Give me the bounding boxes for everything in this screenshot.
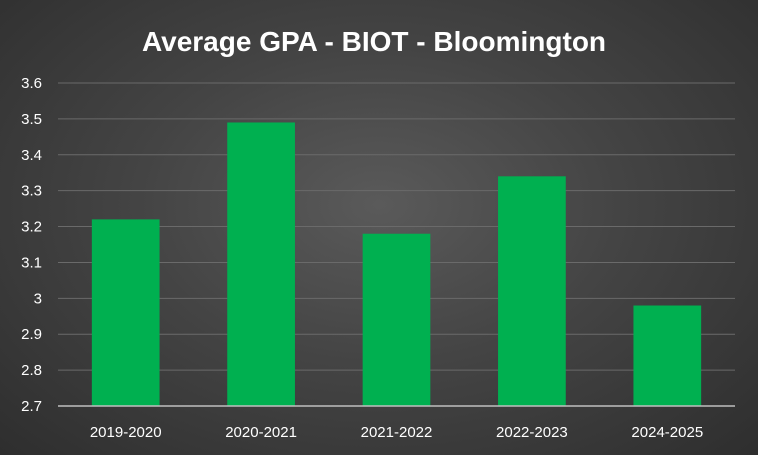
y-tick-label: 3.4 bbox=[21, 147, 42, 164]
x-tick-label: 2019-2020 bbox=[90, 424, 162, 441]
x-tick-label: 2024-2025 bbox=[631, 424, 703, 441]
y-tick-label: 3.1 bbox=[21, 254, 42, 271]
bar-2019-2020 bbox=[91, 219, 160, 406]
y-tick-label: 3.6 bbox=[21, 75, 42, 92]
y-tick-label: 2.8 bbox=[21, 362, 42, 379]
bar-2020-2021 bbox=[227, 122, 295, 406]
chart-title: Average GPA - BIOT - Bloomington bbox=[142, 26, 606, 57]
x-tick-label: 2021-2022 bbox=[361, 424, 433, 441]
y-tick-label: 3.3 bbox=[21, 183, 42, 200]
bar-2021-2022 bbox=[362, 233, 431, 406]
x-tick-label: 2022-2023 bbox=[496, 424, 568, 441]
bars bbox=[91, 122, 702, 406]
y-tick-label: 2.7 bbox=[21, 398, 42, 415]
y-axis-tick-labels: 2.7 2.8 2.9 3 3.1 3.2 3.3 3.4 3.5 3.6 bbox=[21, 75, 42, 415]
y-tick-label: 3 bbox=[34, 290, 42, 307]
y-tick-label: 2.9 bbox=[21, 326, 42, 343]
gridlines bbox=[58, 82, 735, 371]
bar-2022-2023 bbox=[498, 176, 566, 406]
x-axis-tick-labels: 2019-2020 2020-2021 2021-2022 2022-2023 2024… bbox=[90, 424, 703, 441]
x-tick-label: 2020-2021 bbox=[225, 424, 297, 441]
y-tick-label: 3.5 bbox=[21, 111, 42, 128]
bar-2024-2025 bbox=[633, 305, 702, 406]
y-tick-label: 3.2 bbox=[21, 219, 42, 236]
